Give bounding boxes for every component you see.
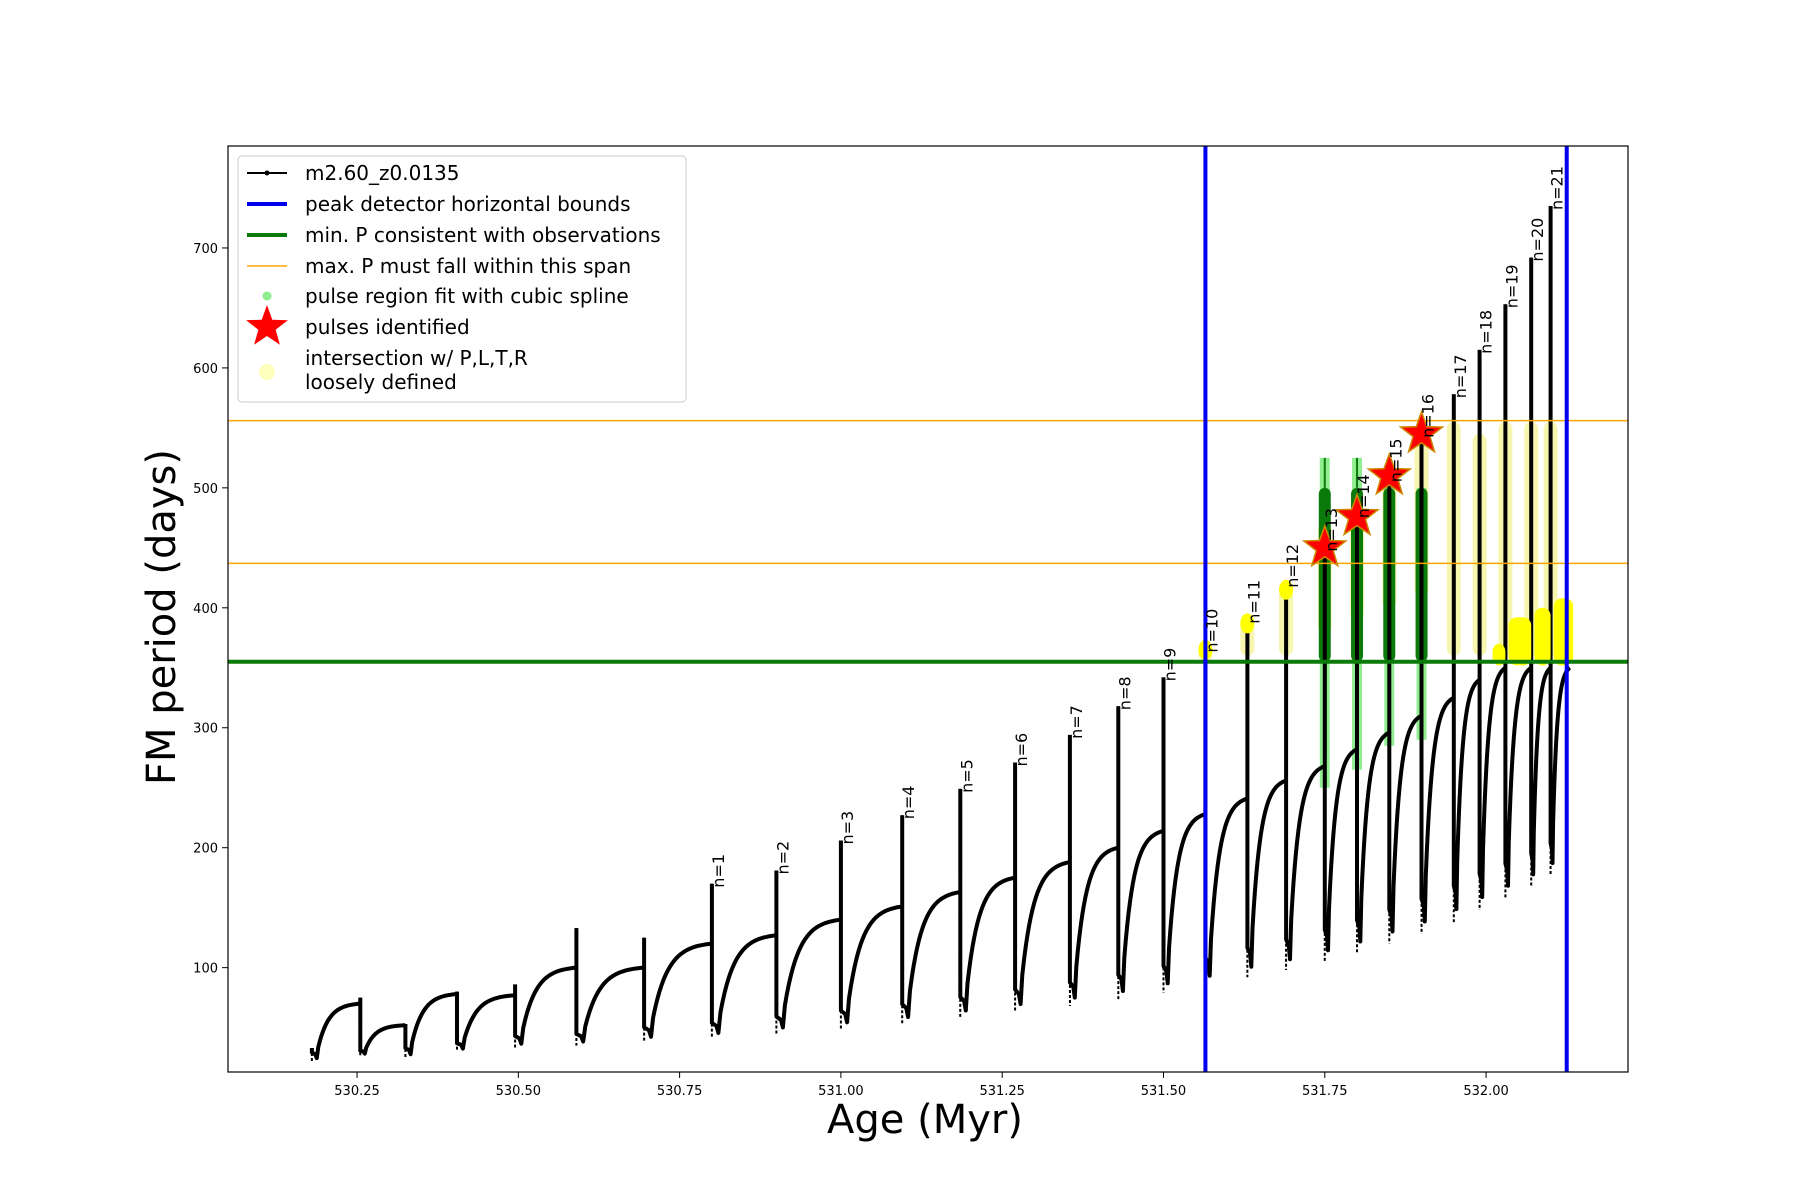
track-cycle-6 <box>642 937 713 1039</box>
y-tick-label-5: 600 <box>193 362 218 377</box>
pulse-label-16: n=17 <box>1451 354 1470 398</box>
track-cycle-1 <box>358 997 406 1056</box>
plot-content: n=1 n=2 n=3 n=4 n=5 n=6 n=7 n=8 n=9 n=10 n=11 n=12 n… <box>228 146 1628 1072</box>
track-cycle-23 <box>1451 394 1481 912</box>
track-cycle-19 <box>1322 547 1358 953</box>
x-tick-label-7: 532.00 <box>1463 1084 1509 1099</box>
x-tick-label-2: 530.75 <box>657 1084 703 1099</box>
legend-handle-5 <box>246 305 288 345</box>
track-cycle-25 <box>1503 304 1533 888</box>
track-cycle-17 <box>1245 619 1287 969</box>
legend-box <box>237 155 687 403</box>
track-cycle-12 <box>1013 762 1071 1006</box>
track-cycle-2 <box>403 992 458 1057</box>
pulse-label-10: n=11 <box>1244 580 1263 624</box>
y-tick-label-0: 100 <box>193 962 218 977</box>
legend-handle-4 <box>262 291 272 301</box>
pulse-star-3 <box>1398 409 1445 454</box>
pulse-star-1 <box>1333 492 1381 537</box>
pulse-label-15: n=16 <box>1419 394 1438 438</box>
legend-label-0: m2.60_z0.0135 <box>305 161 460 185</box>
track-cycle-11 <box>958 788 1016 1013</box>
legend-label-4: pulse region fit with cubic spline <box>305 284 629 308</box>
pulse-label-13: n=14 <box>1354 474 1373 518</box>
x-tick-label-3: 531.00 <box>818 1084 864 1099</box>
y-tick-label-2: 300 <box>193 722 218 737</box>
x-tick-label-5: 531.50 <box>1141 1084 1187 1099</box>
intersection-cap-1 <box>1240 613 1255 634</box>
track-cycle-24 <box>1477 349 1507 900</box>
axes-frame <box>227 145 1629 1073</box>
pulse-label-2: n=3 <box>838 811 857 845</box>
pulse-label-12: n=13 <box>1322 508 1341 552</box>
pulse-label-9: n=10 <box>1202 609 1221 653</box>
pulse-label-6: n=7 <box>1067 705 1086 739</box>
track-cycle-10 <box>900 815 961 1019</box>
track-cycle-22 <box>1419 433 1455 924</box>
legend-label-5: pulses identified <box>305 315 470 339</box>
legend-handle-marker-0 <box>264 170 270 176</box>
intersection-blob-3 <box>1553 598 1574 666</box>
track-cycle-3 <box>455 991 516 1051</box>
pulse-label-19: n=20 <box>1528 218 1547 262</box>
track-cycle-26 <box>1529 257 1552 877</box>
pulse-star-2 <box>1366 451 1413 496</box>
intersection-blob-1 <box>1508 617 1532 666</box>
x-axis-title: Age (Myr) <box>827 1097 1023 1143</box>
y-tick-label-3: 400 <box>193 602 218 617</box>
pulse-label-20: n=21 <box>1548 166 1567 210</box>
pulse-label-14: n=15 <box>1386 438 1405 482</box>
intersection-blob-2 <box>1534 607 1551 666</box>
pulse-label-5: n=6 <box>1012 733 1031 767</box>
x-tick-label-4: 531.25 <box>979 1084 1025 1099</box>
legend-label-6-line1: loosely defined <box>305 370 457 394</box>
y-tick-label-1: 200 <box>193 842 218 857</box>
track-cycle-0 <box>309 1001 361 1061</box>
intersection-cap-2 <box>1279 579 1294 600</box>
plot-area: n=1 n=2 n=3 n=4 n=5 n=6 n=7 n=8 n=9 n=10 n=11 n=12 n… <box>228 146 1628 1072</box>
track-cycle-14 <box>1116 706 1165 993</box>
track-cycle-20 <box>1355 514 1391 944</box>
pulse-label-18: n=19 <box>1502 264 1521 308</box>
y-tick-label-4: 500 <box>193 482 218 497</box>
x-tick-label-6: 531.75 <box>1302 1084 1348 1099</box>
track-cycle-18 <box>1284 583 1326 962</box>
track-cycle-13 <box>1067 734 1119 1000</box>
legend-label-6: intersection w/ P,L,T,R <box>305 346 528 370</box>
track-cycle-15 <box>1161 677 1207 986</box>
axes: 530.25 530.50 530.75 531.00 531.25 531.50 531.… <box>193 145 1629 1099</box>
pulse-label-7: n=8 <box>1115 676 1134 710</box>
pulse-label-11: n=12 <box>1283 544 1302 588</box>
pulse-label-17: n=18 <box>1477 310 1496 354</box>
track-cycle-16 <box>1203 648 1249 978</box>
pulse-label-3: n=4 <box>899 786 918 820</box>
legend-label-3: max. P must fall within this span <box>305 254 631 278</box>
x-tick-label-1: 530.50 <box>496 1084 542 1099</box>
track-cycle-21 <box>1387 478 1423 934</box>
pulse-label-1: n=2 <box>773 841 792 875</box>
track-cycle-9 <box>838 840 903 1025</box>
pulse-label-4: n=5 <box>957 759 976 793</box>
legend-label-1: peak detector horizontal bounds <box>305 192 631 216</box>
track-cycle-7 <box>709 883 777 1035</box>
y-axis-title: FM period (days) <box>139 449 185 785</box>
pulse-label-8: n=9 <box>1161 648 1180 682</box>
x-tick-label-0: 530.25 <box>334 1084 380 1099</box>
track-cycle-5 <box>574 928 645 1044</box>
legend-handle-6 <box>259 364 275 380</box>
legend-label-2: min. P consistent with observations <box>305 223 661 247</box>
track-cycle-8 <box>774 870 842 1030</box>
track-cycle-4 <box>513 965 577 1046</box>
y-tick-label-6: 700 <box>193 242 218 257</box>
pulse-label-0: n=1 <box>709 854 728 888</box>
pulse-star-0 <box>1301 523 1348 568</box>
